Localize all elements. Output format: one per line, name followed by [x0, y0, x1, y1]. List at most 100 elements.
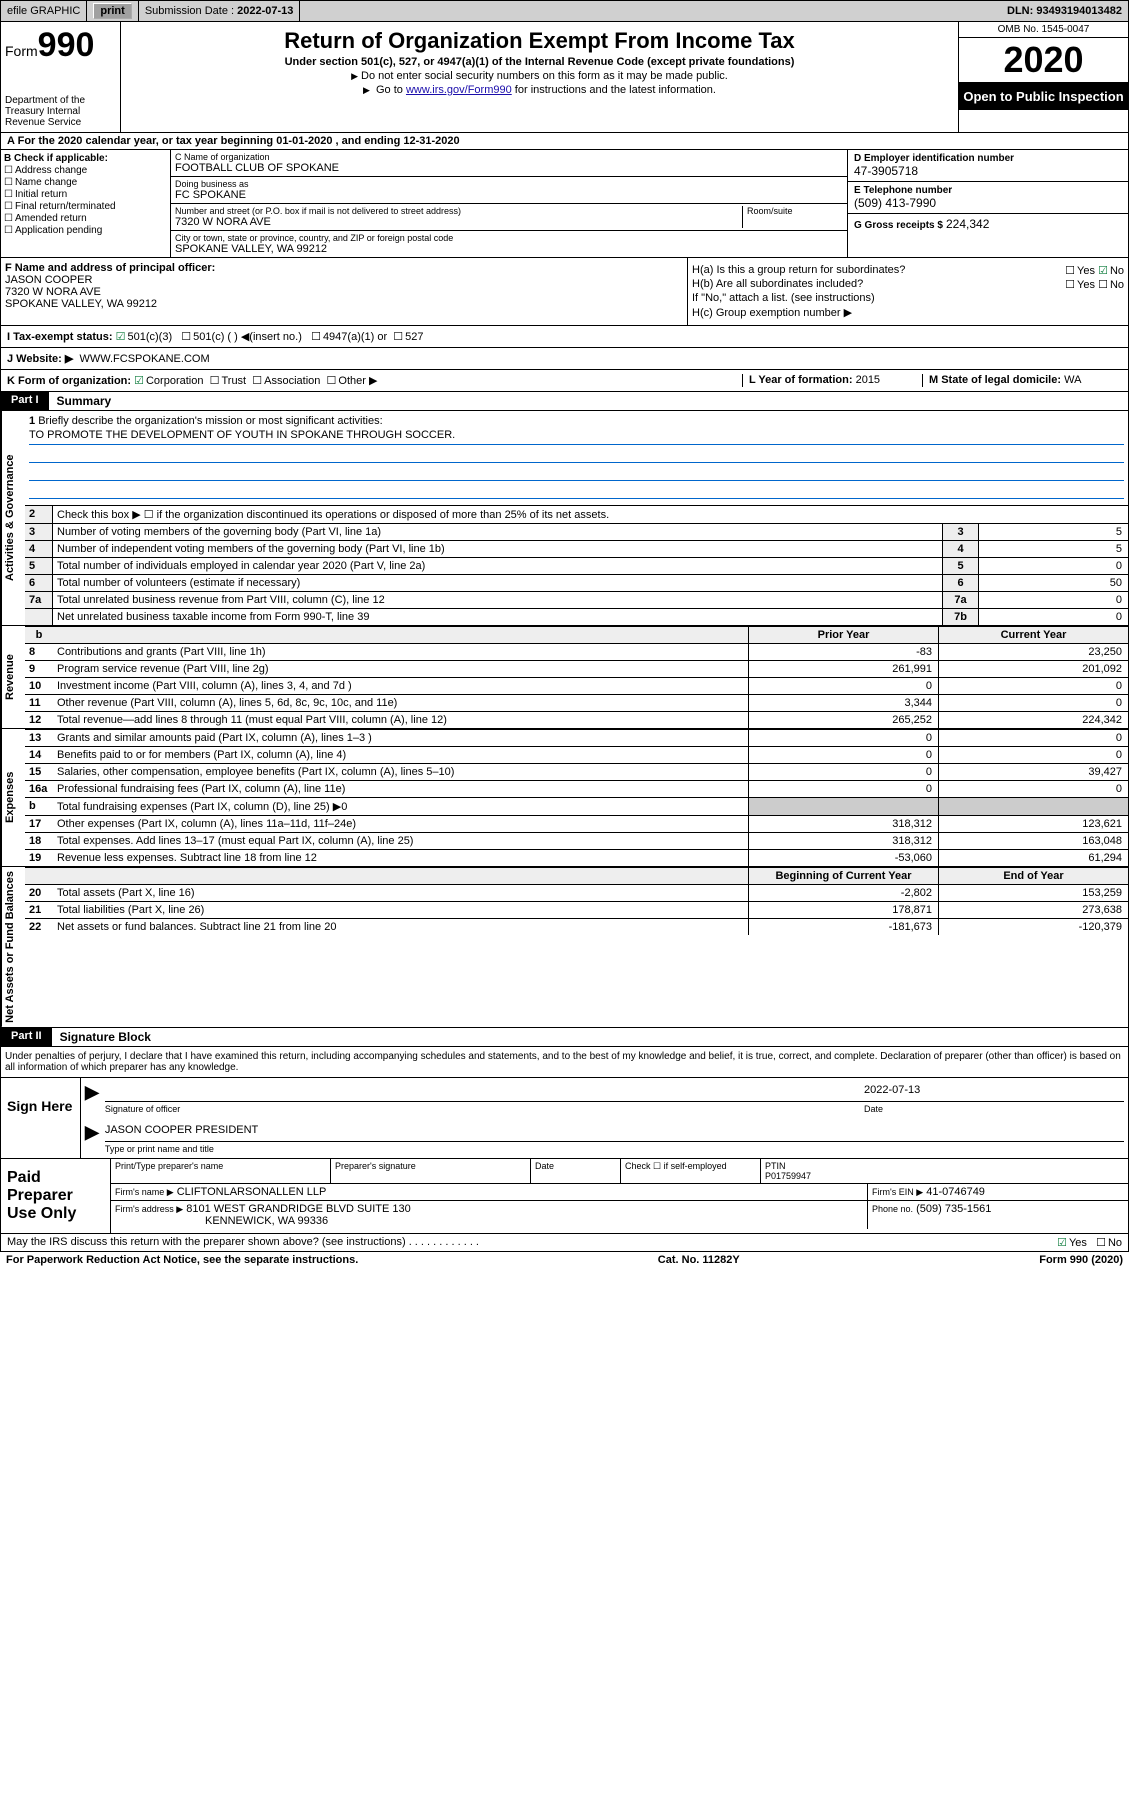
chk-name-change[interactable]: Name change [4, 177, 167, 188]
submission-date: 2022-07-13 [237, 5, 293, 17]
cat-no: Cat. No. 11282Y [658, 1254, 740, 1266]
chk-4947[interactable] [311, 331, 323, 343]
governance-row: 3Number of voting members of the governi… [25, 523, 1128, 540]
org-name: FOOTBALL CLUB OF SPOKANE [175, 162, 843, 174]
ptin: P01759947 [765, 1171, 811, 1181]
box-i: I Tax-exempt status: 501(c)(3) 501(c) ( … [0, 326, 1129, 348]
vtab-revenue: Revenue [1, 626, 25, 728]
chk-trust[interactable] [210, 375, 222, 387]
telephone: (509) 413-7990 [854, 196, 1122, 210]
ein: 47-3905718 [854, 164, 1122, 178]
omb-number: OMB No. 1545-0047 [959, 22, 1128, 38]
box-klm: K Form of organization: Corporation Trus… [0, 370, 1129, 392]
chk-amended-return[interactable]: Amended return [4, 213, 167, 224]
fin-row: 8Contributions and grants (Part VIII, li… [25, 643, 1128, 660]
hb-no[interactable] [1098, 279, 1110, 291]
row-f-h: F Name and address of principal officer:… [0, 258, 1129, 326]
discuss-yes[interactable] [1057, 1237, 1069, 1249]
governance-row: 2Check this box ▶ ☐ if the organization … [25, 505, 1128, 523]
hb-yes[interactable] [1065, 279, 1077, 291]
chk-self-employed[interactable]: Check ☐ if self-employed [621, 1159, 761, 1183]
box-j: J Website: ▶ WWW.FCSPOKANE.COM [0, 348, 1129, 370]
ha-no[interactable] [1098, 265, 1110, 277]
instructions-line: Go to www.irs.gov/Form990 for instructio… [125, 84, 954, 96]
box-f: F Name and address of principal officer:… [1, 258, 688, 325]
chk-527[interactable] [393, 331, 405, 343]
fin-row: 14Benefits paid to or for members (Part … [25, 746, 1128, 763]
sign-date: 2022-07-13 [864, 1084, 1124, 1101]
vtab-expenses: Expenses [1, 729, 25, 866]
fin-row: 21Total liabilities (Part X, line 26)178… [25, 901, 1128, 918]
state-domicile: WA [1064, 374, 1081, 386]
chk-address-change[interactable]: Address change [4, 165, 167, 176]
graphic-topbar: efile GRAPHIC print Submission Date : 20… [0, 0, 1129, 22]
public-inspection: Open to Public Inspection [959, 83, 1128, 110]
governance-row: 5Total number of individuals employed in… [25, 557, 1128, 574]
firm-address: 8101 WEST GRANDRIDGE BLVD SUITE 130 [186, 1203, 411, 1215]
box-e: E Telephone number (509) 413-7990 [848, 182, 1128, 214]
tax-year: 2020 [959, 38, 1128, 83]
gross-receipts: 224,342 [946, 217, 989, 231]
chk-other[interactable] [327, 375, 339, 387]
print-button[interactable]: print [93, 3, 131, 19]
fin-row: 16aProfessional fundraising fees (Part I… [25, 780, 1128, 797]
mission-box: 1 Briefly describe the organization's mi… [25, 411, 1128, 505]
box-b: B Check if applicable: Address change Na… [1, 150, 171, 257]
ha-yes[interactable] [1065, 265, 1077, 277]
efile-label: efile GRAPHIC [1, 1, 87, 21]
chk-501c[interactable] [181, 331, 193, 343]
form-subtitle: Under section 501(c), 527, or 4947(a)(1)… [125, 56, 954, 68]
mission-text: TO PROMOTE THE DEVELOPMENT OF YOUTH IN S… [29, 429, 1124, 445]
fin-header: b Prior Year Current Year [25, 626, 1128, 643]
chk-association[interactable] [252, 375, 264, 387]
chk-final-return[interactable]: Final return/terminated [4, 201, 167, 212]
street-address: 7320 W NORA AVE [175, 216, 738, 228]
governance-row: 6Total number of volunteers (estimate if… [25, 574, 1128, 591]
fin-row: 17Other expenses (Part IX, column (A), l… [25, 815, 1128, 832]
chk-initial-return[interactable]: Initial return [4, 189, 167, 200]
form-number: Form990 [5, 26, 116, 65]
fin-row: 11Other revenue (Part VIII, column (A), … [25, 694, 1128, 711]
fin-row: 22Net assets or fund balances. Subtract … [25, 918, 1128, 935]
revenue-section: Revenue b Prior Year Current Year 8Contr… [0, 626, 1129, 729]
fin-row: bTotal fundraising expenses (Part IX, co… [25, 797, 1128, 815]
form-title: Return of Organization Exempt From Incom… [125, 28, 954, 54]
box-h: H(a) Is this a group return for subordin… [688, 258, 1128, 325]
fin-row: 15Salaries, other compensation, employee… [25, 763, 1128, 780]
box-d: D Employer identification number 47-3905… [848, 150, 1128, 182]
sign-caret-icon: ▶ [85, 1082, 105, 1114]
paid-preparer-block: Paid Preparer Use Only Print/Type prepar… [0, 1159, 1129, 1234]
chk-501c3[interactable] [116, 331, 128, 343]
expenses-section: Expenses 13Grants and similar amounts pa… [0, 729, 1129, 867]
box-g: G Gross receipts $ 224,342 [848, 214, 1128, 234]
net-section: Net Assets or Fund Balances Beginning of… [0, 867, 1129, 1028]
governance-row: 4Number of independent voting members of… [25, 540, 1128, 557]
governance-row: Net unrelated business taxable income fr… [25, 608, 1128, 625]
info-grid: B Check if applicable: Address change Na… [0, 150, 1129, 258]
officer-name: JASON COOPER [5, 274, 683, 286]
website: WWW.FCSPOKANE.COM [79, 353, 209, 365]
form-version: Form 990 (2020) [1039, 1254, 1123, 1266]
revenue-table: 8Contributions and grants (Part VIII, li… [25, 643, 1128, 728]
part2-header: Part II Signature Block [0, 1028, 1129, 1047]
tax-year-row: A For the 2020 calendar year, or tax yea… [0, 133, 1129, 150]
expenses-table: 13Grants and similar amounts paid (Part … [25, 729, 1128, 866]
chk-application-pending[interactable]: Application pending [4, 225, 167, 236]
fin-row: 18Total expenses. Add lines 13–17 (must … [25, 832, 1128, 849]
year-formation: 2015 [856, 374, 880, 386]
box-c: C Name of organization FOOTBALL CLUB OF … [171, 150, 848, 257]
governance-section: Activities & Governance 1 Briefly descri… [0, 411, 1129, 626]
page-footer: For Paperwork Reduction Act Notice, see … [0, 1252, 1129, 1268]
governance-row: 7aTotal unrelated business revenue from … [25, 591, 1128, 608]
discuss-no[interactable] [1096, 1237, 1108, 1249]
fin-row: 19Revenue less expenses. Subtract line 1… [25, 849, 1128, 866]
fin-row: 13Grants and similar amounts paid (Part … [25, 729, 1128, 746]
form-header: Form990 Department of the Treasury Inter… [0, 22, 1129, 133]
net-header: Beginning of Current Year End of Year [25, 867, 1128, 884]
part1-header: Part I Summary [0, 392, 1129, 411]
instructions-link[interactable]: www.irs.gov/Form990 [406, 84, 512, 96]
vtab-net: Net Assets or Fund Balances [1, 867, 25, 1027]
sign-caret-icon: ▶ [85, 1122, 105, 1154]
firm-phone: (509) 735-1561 [916, 1203, 991, 1215]
chk-corporation[interactable] [134, 375, 146, 387]
